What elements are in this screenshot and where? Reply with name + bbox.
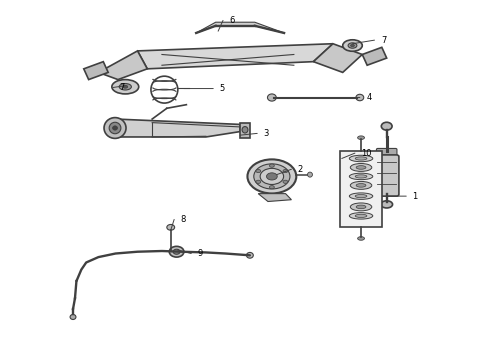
Ellipse shape xyxy=(70,315,76,319)
Ellipse shape xyxy=(349,193,373,199)
Ellipse shape xyxy=(358,136,365,139)
Ellipse shape xyxy=(381,201,392,208)
Ellipse shape xyxy=(246,252,253,258)
Ellipse shape xyxy=(349,155,373,162)
Ellipse shape xyxy=(381,122,392,130)
Ellipse shape xyxy=(350,203,372,211)
Polygon shape xyxy=(116,119,240,137)
Polygon shape xyxy=(98,51,147,80)
Ellipse shape xyxy=(270,185,274,189)
Ellipse shape xyxy=(119,84,131,90)
Text: 7: 7 xyxy=(120,83,125,92)
Ellipse shape xyxy=(270,164,274,167)
Ellipse shape xyxy=(113,126,118,130)
Ellipse shape xyxy=(350,44,354,46)
Ellipse shape xyxy=(349,173,373,180)
Ellipse shape xyxy=(356,184,366,187)
Text: 2: 2 xyxy=(298,165,303,174)
Ellipse shape xyxy=(350,163,372,171)
Ellipse shape xyxy=(349,213,373,219)
Ellipse shape xyxy=(247,159,296,193)
Text: 10: 10 xyxy=(361,149,372,158)
Polygon shape xyxy=(240,123,250,138)
Ellipse shape xyxy=(343,40,362,51)
Ellipse shape xyxy=(242,127,248,133)
Polygon shape xyxy=(84,62,108,80)
Text: 5: 5 xyxy=(220,84,225,93)
Ellipse shape xyxy=(356,205,366,209)
Ellipse shape xyxy=(283,180,288,183)
Ellipse shape xyxy=(256,170,261,173)
Ellipse shape xyxy=(356,166,366,169)
Ellipse shape xyxy=(123,85,128,88)
Text: 9: 9 xyxy=(197,249,203,258)
Ellipse shape xyxy=(256,180,261,183)
Ellipse shape xyxy=(104,118,126,138)
Bar xyxy=(340,151,382,226)
Polygon shape xyxy=(258,194,292,202)
Polygon shape xyxy=(196,22,284,33)
Polygon shape xyxy=(138,44,333,69)
Text: 3: 3 xyxy=(264,129,269,138)
Text: 7: 7 xyxy=(381,36,386,45)
Ellipse shape xyxy=(167,225,174,230)
Polygon shape xyxy=(362,47,387,65)
Ellipse shape xyxy=(355,194,367,198)
Ellipse shape xyxy=(267,173,277,180)
Ellipse shape xyxy=(283,170,288,173)
Ellipse shape xyxy=(355,175,367,178)
Text: 4: 4 xyxy=(366,93,371,102)
Ellipse shape xyxy=(355,157,367,160)
Ellipse shape xyxy=(260,168,284,184)
Ellipse shape xyxy=(358,237,365,240)
Ellipse shape xyxy=(268,94,276,101)
Polygon shape xyxy=(314,44,362,72)
Ellipse shape xyxy=(348,43,357,48)
Text: 8: 8 xyxy=(180,215,186,224)
Text: 6: 6 xyxy=(229,16,235,25)
Ellipse shape xyxy=(173,249,180,254)
Ellipse shape xyxy=(254,164,290,189)
Text: 1: 1 xyxy=(413,192,418,201)
FancyBboxPatch shape xyxy=(376,148,397,158)
Ellipse shape xyxy=(169,246,184,257)
FancyBboxPatch shape xyxy=(374,155,399,196)
Ellipse shape xyxy=(350,181,372,189)
Ellipse shape xyxy=(355,214,367,217)
Ellipse shape xyxy=(356,94,364,101)
Ellipse shape xyxy=(109,122,121,134)
Ellipse shape xyxy=(112,80,139,94)
Ellipse shape xyxy=(308,172,313,177)
